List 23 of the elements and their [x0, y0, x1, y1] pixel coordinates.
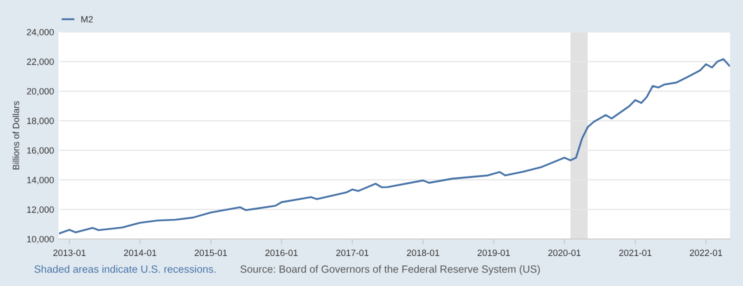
- y-tick-label: 20,000: [26, 88, 54, 96]
- legend-label: M2: [81, 16, 93, 22]
- x-tick-label: 2013-01: [53, 250, 86, 256]
- x-tick-label: 2018-01: [406, 250, 440, 256]
- text: Shaded areas indicate U.S. recessions.: [34, 265, 216, 273]
- x-tick-label: 2020-01: [548, 250, 581, 256]
- x-tick-label: 2019-01: [478, 250, 510, 256]
- y-tick-label: 24,000: [26, 28, 54, 36]
- x-tick-label: 2016-01: [265, 250, 298, 256]
- x-tick-label: 2015-01: [194, 250, 227, 256]
- x-tick-label: 2022-01: [690, 250, 722, 256]
- x-tick-label: 2021-01: [619, 250, 652, 256]
- x-tick-label: 2014-01: [124, 250, 156, 256]
- x-tick-label: 2017-01: [336, 250, 369, 256]
- y-axis-title: Billions of Dollars: [12, 101, 20, 170]
- line-series: [59, 58, 730, 234]
- source-note: Source: Board of Governors of the Federal Reserve System (US): [240, 265, 540, 275]
- y-tick-label: 10,000: [27, 236, 54, 244]
- y-tick-label: 18,000: [27, 118, 54, 126]
- y-tick-label: 22,000: [26, 58, 54, 66]
- y-tick-label: 12,000: [27, 206, 54, 214]
- y-tick-label: 14,000: [27, 176, 54, 184]
- y-tick-label: 16,000: [27, 147, 54, 155]
